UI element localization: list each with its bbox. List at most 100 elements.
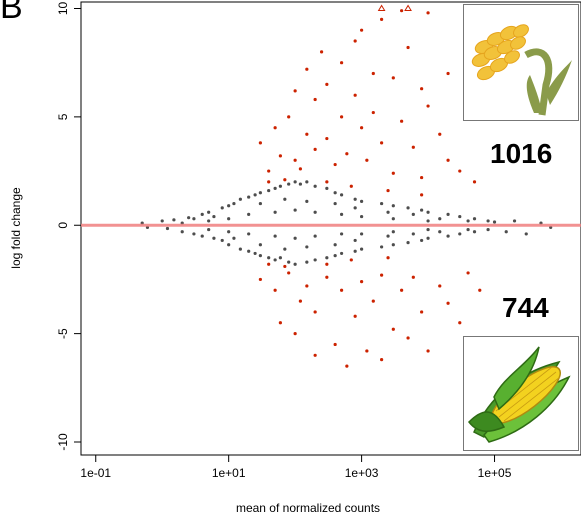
series-1-point-1 (267, 169, 271, 173)
series-1-point-40 (446, 158, 450, 162)
series-0-point-6 (187, 216, 191, 220)
series-0-point-53 (380, 201, 384, 206)
series-1-point-74 (267, 262, 271, 266)
series-0-point-105 (333, 243, 337, 247)
series-0-point-88 (339, 232, 344, 236)
series-0-point-108 (386, 210, 390, 214)
series-1-point-8 (305, 67, 309, 71)
series-0-point-23 (247, 249, 251, 253)
series-0-point-73 (512, 219, 517, 223)
series-1-point-34 (420, 87, 424, 91)
x-tick-label-2: 1e+03 (345, 466, 379, 480)
series-1-point-71 (458, 321, 462, 325)
series-0-point-26 (258, 191, 262, 195)
x-tick-label-3: 1e+05 (478, 466, 512, 480)
series-0-point-3 (165, 226, 170, 231)
series-0-point-98 (258, 201, 262, 206)
series-0-point-59 (420, 208, 424, 212)
y-tick-label-3: 5 (56, 113, 70, 120)
series-0-point-32 (278, 184, 282, 188)
series-1-point-29 (391, 171, 395, 175)
series-2-point-0 (377, 4, 386, 12)
x-tick-label-0: 1e-01 (80, 466, 111, 480)
series-0-point-87 (339, 212, 344, 217)
series-1-point-11 (313, 147, 317, 151)
series-1-point-53 (325, 275, 329, 279)
series-0-point-35 (287, 260, 291, 264)
series-1-point-59 (365, 349, 369, 353)
series-1-point-13 (325, 82, 329, 86)
series-1-point-41 (458, 169, 462, 173)
series-1-point-51 (313, 353, 317, 357)
series-0-point-56 (391, 243, 395, 247)
series-0-point-51 (360, 199, 364, 204)
series-1-point-28 (391, 76, 395, 80)
series-0-point-48 (339, 251, 344, 256)
series-0-point-96 (207, 227, 211, 232)
series-1-point-36 (426, 11, 430, 15)
series-0-point-115 (466, 227, 470, 232)
series-0-point-112 (438, 217, 442, 221)
series-1-point-73 (478, 288, 482, 292)
series-0-point-40 (305, 260, 309, 264)
series-1-point-15 (333, 162, 337, 167)
x-axis-label: mean of normalized counts (236, 501, 380, 515)
series-1-point-45 (273, 288, 277, 292)
series-0-point-95 (207, 219, 211, 223)
rice-plant-icon-box (463, 4, 579, 121)
series-0-point-74 (524, 232, 528, 236)
series-0-point-13 (212, 214, 216, 219)
series-1-point-16 (339, 61, 344, 65)
series-0-point-83 (293, 208, 297, 212)
series-0-point-79 (247, 212, 251, 217)
series-1-point-56 (345, 364, 349, 368)
series-0-point-81 (273, 210, 277, 214)
series-1-point-69 (438, 284, 442, 288)
series-0-point-71 (492, 220, 497, 224)
series-0-point-11 (207, 210, 211, 214)
x-axis: 1e-01 1e+01 1e+03 1e+05 (80, 455, 512, 480)
series-0-point-12 (212, 236, 216, 240)
series-1-point-2 (273, 126, 277, 130)
series-0-point-22 (247, 195, 251, 199)
series-1-point-55 (339, 288, 344, 292)
series-0-point-77 (227, 217, 231, 221)
series-0-point-109 (386, 234, 390, 238)
series-0-point-55 (391, 204, 395, 208)
series-0-point-110 (411, 212, 415, 217)
series-1-point-23 (365, 158, 369, 162)
series-0-point-113 (438, 230, 442, 234)
series-1-point-48 (293, 332, 297, 336)
series-0-point-94 (426, 227, 430, 232)
series-0-point-33 (278, 256, 282, 260)
series-1-point-70 (446, 301, 450, 305)
series-0-point-47 (339, 193, 344, 197)
series-0-point-114 (466, 219, 470, 223)
series-0-point-34 (287, 182, 291, 186)
series-1-point-0 (258, 141, 262, 145)
series-0-point-10 (200, 234, 204, 238)
series-1-point-33 (411, 145, 415, 149)
series-1-point-84 (420, 193, 424, 197)
series-0-point-14 (220, 206, 224, 210)
series-0-point-86 (313, 234, 317, 238)
series-0-point-30 (273, 186, 277, 191)
series-0-point-18 (232, 201, 236, 206)
series-1-point-47 (287, 271, 291, 275)
series-0-point-102 (305, 199, 309, 204)
series-0-point-25 (253, 251, 257, 256)
series-1-point-46 (278, 321, 282, 325)
series-1-point-68 (426, 349, 430, 353)
series-1-point-63 (391, 327, 395, 331)
series-0-point-9 (200, 212, 204, 217)
series-0-point-91 (391, 217, 395, 221)
series-0-point-24 (253, 193, 257, 197)
series-0-point-17 (227, 243, 231, 247)
series-1-point-57 (353, 314, 357, 318)
series-0-point-69 (486, 219, 490, 223)
series-1-point-82 (349, 184, 353, 188)
corn-cob-icon (468, 346, 571, 443)
series-1-point-80 (283, 178, 287, 182)
series-1-point-27 (380, 141, 384, 145)
rice-plant-icon (471, 24, 572, 116)
